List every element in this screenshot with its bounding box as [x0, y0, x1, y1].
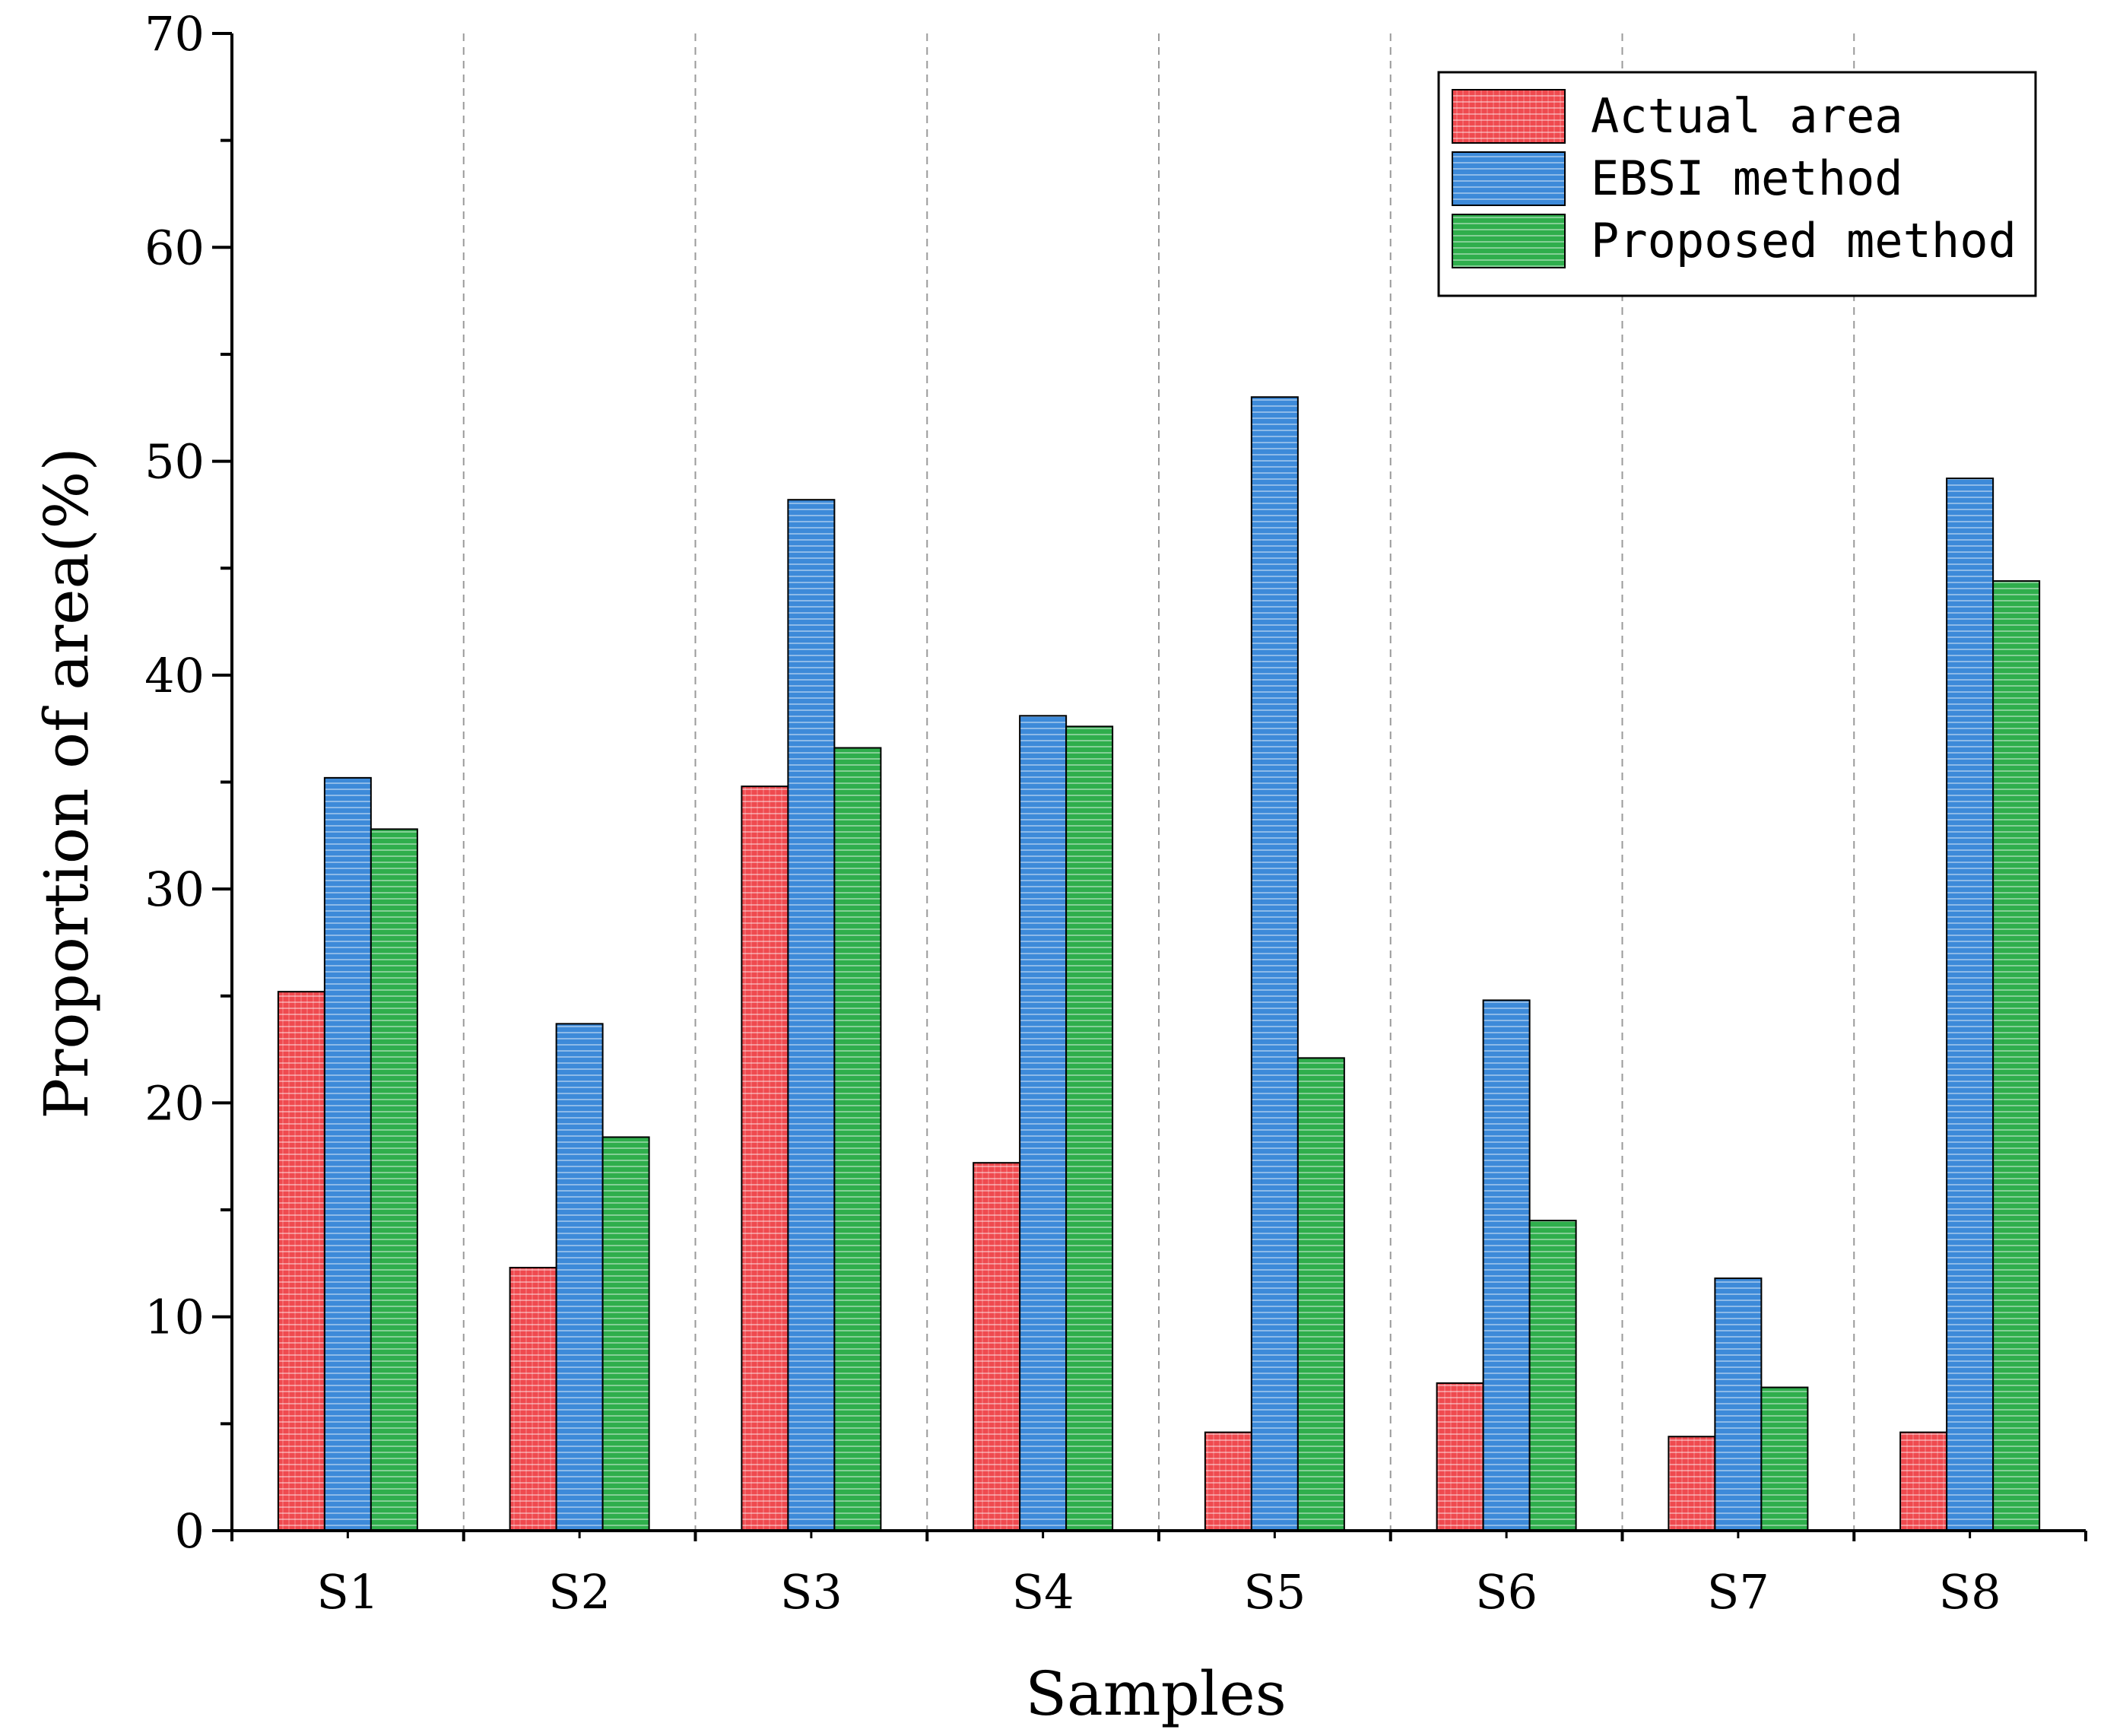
- bar-ebsi-method-s6: [1482, 999, 1531, 1531]
- bar-ebsi-method-s5: [1250, 396, 1299, 1532]
- bar-proposed-method-s7: [1760, 1386, 1809, 1531]
- x-tick-label: S5: [1243, 1564, 1306, 1620]
- bar-ebsi-method-s4: [1019, 715, 1068, 1532]
- x-tick-label: S4: [1012, 1564, 1074, 1620]
- y-tick-label: 10: [144, 1290, 205, 1345]
- y-tick-label: 60: [144, 220, 205, 275]
- bar-ebsi-method-s3: [787, 499, 836, 1531]
- x-tick-label: S3: [780, 1564, 843, 1620]
- x-tick-label: S6: [1475, 1564, 1538, 1620]
- x-tick-label: S8: [1939, 1564, 2001, 1620]
- x-axis-title: Samples: [1025, 1658, 1287, 1729]
- bar-proposed-method-s3: [833, 747, 882, 1531]
- bar-actual-area-s1: [277, 991, 325, 1532]
- legend: Actual area EBSI method Proposed method: [1437, 71, 2037, 297]
- bar-actual-area-s7: [1668, 1436, 1716, 1531]
- legend-label: EBSI method: [1591, 151, 1903, 206]
- y-tick-label: 70: [144, 6, 205, 62]
- bar-proposed-method-s2: [601, 1136, 650, 1532]
- bar-actual-area-s4: [973, 1162, 1021, 1532]
- bar-actual-area-s2: [509, 1267, 557, 1531]
- y-tick-label: 40: [144, 648, 205, 703]
- bar-proposed-method-s5: [1296, 1057, 1345, 1531]
- bar-actual-area-s8: [1899, 1431, 1948, 1531]
- bar-ebsi-method-s2: [555, 1023, 604, 1532]
- x-tick-label: S7: [1707, 1564, 1769, 1620]
- bar-proposed-method-s4: [1065, 725, 1114, 1531]
- y-axis-title: Proportion of area(%): [31, 447, 102, 1119]
- bar-proposed-method-s1: [370, 828, 418, 1531]
- bar-proposed-method-s8: [1992, 580, 2041, 1531]
- legend-swatch: [1452, 151, 1566, 206]
- bar-ebsi-method-s8: [1946, 478, 1995, 1531]
- bar-actual-area-s3: [741, 785, 789, 1531]
- x-axis: S1 S2 S3 S4 S5 S6 S7 S8: [230, 1529, 2087, 1620]
- bar-proposed-method-s6: [1528, 1220, 1577, 1532]
- bars: [277, 396, 2041, 1532]
- y-axis: 0 10 20 30 40 50 60 70: [144, 6, 233, 1559]
- x-tick-label: S2: [548, 1564, 611, 1620]
- y-tick-label: 50: [144, 434, 205, 490]
- y-tick-label: 30: [144, 862, 205, 917]
- legend-swatch: [1452, 89, 1566, 144]
- legend-swatch: [1452, 214, 1566, 268]
- y-tick-label: 20: [144, 1075, 205, 1131]
- legend-label: Actual area: [1591, 88, 1903, 144]
- bar-ebsi-method-s1: [323, 776, 372, 1531]
- bar-actual-area-s5: [1204, 1431, 1252, 1531]
- bar-ebsi-method-s7: [1714, 1277, 1763, 1532]
- legend-label: Proposed method: [1591, 213, 2017, 268]
- x-tick-label: S1: [316, 1564, 379, 1620]
- y-tick-label: 0: [175, 1503, 205, 1559]
- bar-actual-area-s6: [1436, 1382, 1484, 1531]
